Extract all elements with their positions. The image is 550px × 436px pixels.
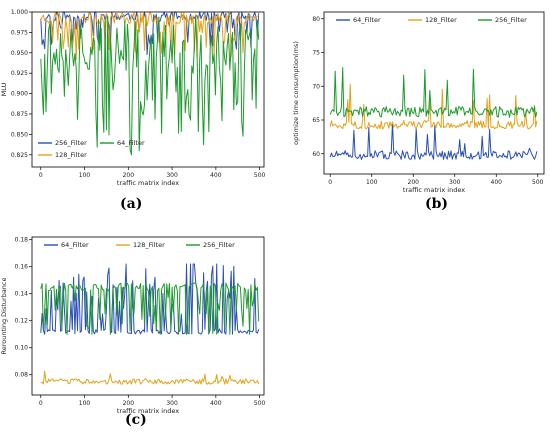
x-tick-label: 400: [210, 400, 222, 407]
legend-label-256_Filter: 256_Filter: [495, 16, 527, 24]
y-tick-label: 0.12: [15, 318, 29, 325]
x-tick-label: 200: [408, 179, 420, 186]
series-line-256_Filter: [40, 282, 260, 335]
legend-label-256_Filter: 256_Filter: [203, 241, 235, 249]
series-line-64_Filter: [329, 121, 538, 160]
legend-label-128_Filter: 128_Filter: [55, 151, 87, 159]
legend-label-64_Filter: 64_Filter: [61, 241, 89, 249]
plot-frame: [31, 11, 265, 168]
series-line-128_Filter: [40, 370, 260, 385]
x-axis-label: traffic matrix index: [117, 407, 179, 415]
series-line-128_Filter: [329, 83, 538, 130]
plot-frame: [323, 11, 545, 175]
y-axis-label: Rerounting Disturbance: [0, 278, 8, 355]
legend-label-128_Filter: 128_Filter: [133, 241, 165, 249]
y-tick-label: 0.925: [11, 70, 28, 77]
y-tick-label: 70: [312, 83, 320, 90]
legend-label-128_Filter: 128_Filter: [425, 16, 457, 24]
x-tick-label: 0: [328, 179, 332, 186]
legend-label-64_Filter: 64_Filter: [353, 16, 381, 24]
y-axis-label: MLU: [0, 82, 8, 96]
y-tick-label: 80: [312, 16, 320, 23]
x-axis-label: traffic matrix index: [403, 186, 465, 194]
y-tick-label: 0.900: [11, 91, 28, 98]
x-tick-label: 300: [449, 179, 461, 186]
x-tick-label: 400: [210, 172, 222, 179]
panel-label-a: (a): [120, 196, 143, 212]
y-tick-label: 0.14: [15, 291, 29, 298]
y-tick-label: 75: [312, 50, 320, 57]
y-tick-label: 0.825: [11, 152, 28, 159]
x-tick-label: 500: [254, 172, 266, 179]
panel-label-c: (c): [125, 412, 147, 428]
y-tick-label: 1.000: [11, 9, 28, 16]
legend-label-256_Filter: 256_Filter: [55, 139, 87, 147]
x-tick-label: 200: [123, 172, 135, 179]
x-tick-label: 0: [39, 172, 43, 179]
y-tick-label: 0.10: [15, 345, 29, 352]
plot-frame: [31, 236, 265, 396]
x-tick-label: 500: [532, 179, 544, 186]
x-tick-label: 300: [166, 400, 178, 407]
series-line-256_Filter: [329, 67, 538, 118]
panel-label-b: (b): [425, 196, 449, 212]
x-tick-label: 400: [491, 179, 503, 186]
x-tick-label: 0: [39, 400, 43, 407]
x-tick-label: 300: [166, 172, 178, 179]
y-tick-label: 0.975: [11, 29, 28, 36]
chart-optimize-time: 0 100 200 300 400 500 60 65 70 75 80 traffic matrix…: [292, 11, 545, 194]
y-tick-label: 65: [312, 117, 320, 124]
y-tick-label: 0.08: [15, 372, 29, 379]
y-tick-label: 0.18: [15, 237, 29, 244]
chart-rerouting-disturbance: 0 100 200 300 400 500 0.08 0.10 0.12 0.14 0.16 0.18…: [0, 236, 266, 415]
legend-label-64_Filter: 64_Filter: [117, 139, 145, 147]
x-tick-label: 500: [254, 400, 266, 407]
y-tick-label: 0.950: [11, 50, 28, 57]
x-tick-label: 100: [79, 172, 91, 179]
x-tick-label: 100: [79, 400, 91, 407]
x-tick-label: 100: [366, 179, 378, 186]
series-line-64_Filter: [40, 16, 260, 156]
y-tick-label: 0.850: [11, 131, 28, 138]
x-tick-label: 200: [123, 400, 135, 407]
y-axis-label: optimize time consumption(ms): [292, 41, 300, 145]
chart-mlu: 0 100 200 300 400 500 0.825 0.850 0.875 0.900 0.92…: [0, 9, 266, 187]
y-tick-label: 0.16: [15, 264, 29, 271]
y-tick-label: 60: [312, 151, 320, 158]
x-axis-label: traffic matrix index: [117, 179, 179, 187]
series-line-64_Filter: [40, 263, 260, 335]
y-tick-label: 0.875: [11, 111, 28, 118]
